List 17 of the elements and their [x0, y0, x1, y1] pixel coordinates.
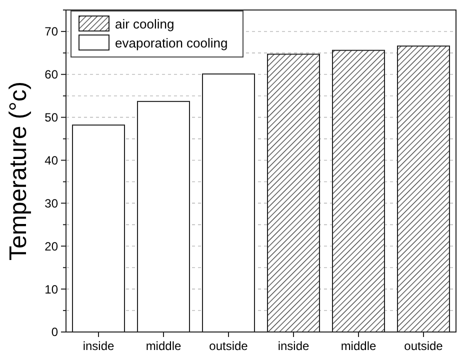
y-tick-label: 60	[44, 68, 58, 82]
y-axis-title: Temperature (°c)	[5, 82, 32, 260]
y-tick-label: 70	[44, 24, 58, 39]
x-tick-label: middle	[340, 339, 376, 353]
x-tick-label: inside	[278, 339, 310, 353]
y-tick-label: 0	[51, 325, 58, 340]
x-tick-label: outside	[209, 339, 248, 353]
y-tick-label: 20	[44, 239, 58, 254]
x-tick-label: outside	[404, 339, 444, 353]
x-tick-label: inside	[82, 339, 114, 353]
x-tick-label: middle	[146, 339, 182, 353]
legend-label: evaporation cooling	[115, 36, 228, 51]
y-tick-label: 10	[44, 282, 58, 296]
y-tick-label: 50	[44, 110, 58, 125]
legend-label: air cooling	[115, 16, 174, 32]
y-tick-label: 30	[44, 196, 58, 210]
y-tick-label: 40	[44, 153, 58, 168]
